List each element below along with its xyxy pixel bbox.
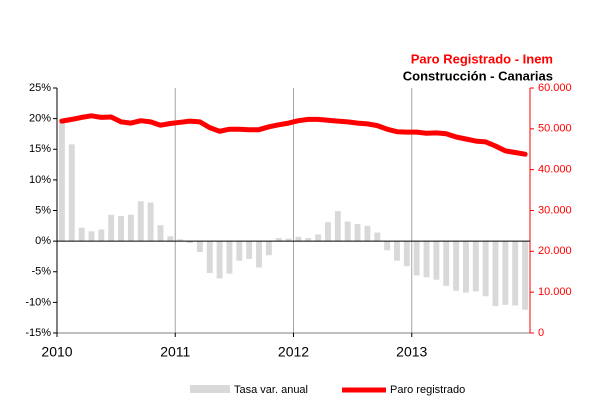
y2-tick-label: 50.000 bbox=[538, 123, 572, 135]
bar bbox=[305, 238, 312, 242]
bar bbox=[334, 211, 341, 242]
legend-label: Paro registrado bbox=[390, 384, 465, 396]
bar bbox=[472, 241, 479, 292]
bar bbox=[108, 214, 115, 242]
y2-tick-label: 40.000 bbox=[538, 164, 572, 176]
y2-tick-label: 60.000 bbox=[538, 82, 572, 94]
y-tick-label: -5% bbox=[31, 266, 51, 278]
bar bbox=[502, 241, 509, 305]
bar bbox=[344, 221, 351, 242]
bar bbox=[187, 241, 193, 243]
bar bbox=[216, 241, 223, 279]
y-tick-label: 20% bbox=[29, 113, 51, 125]
chart-subtitle: Construcción - Canarias bbox=[403, 68, 553, 83]
bar bbox=[315, 234, 322, 242]
bar bbox=[512, 241, 519, 306]
bar bbox=[206, 241, 213, 273]
bar bbox=[256, 241, 262, 268]
bar bbox=[374, 232, 381, 242]
y-tick-label: 5% bbox=[35, 204, 51, 216]
bar bbox=[482, 241, 489, 297]
y-tick-label: 25% bbox=[29, 82, 51, 94]
bar bbox=[157, 225, 164, 242]
bar bbox=[453, 241, 460, 291]
bar bbox=[492, 241, 499, 307]
bar bbox=[462, 241, 469, 293]
bar bbox=[394, 241, 400, 261]
bar bbox=[354, 223, 361, 242]
y2-tick-label: 0 bbox=[538, 327, 544, 339]
y2-tick-label: 10.000 bbox=[538, 286, 572, 298]
bar bbox=[147, 202, 154, 242]
y-tick-label: 0% bbox=[35, 235, 51, 247]
bar bbox=[423, 241, 430, 278]
bar bbox=[443, 241, 450, 286]
bar bbox=[68, 144, 75, 242]
y-tick-label: -10% bbox=[25, 296, 51, 308]
bar bbox=[384, 241, 391, 251]
legend-swatch bbox=[190, 385, 230, 393]
bar bbox=[275, 238, 282, 242]
bar bbox=[226, 241, 233, 274]
y2-tick-label: 30.000 bbox=[538, 204, 572, 216]
bar bbox=[196, 241, 203, 253]
chart-title: Paro Registrado - Inem bbox=[411, 51, 553, 66]
line bbox=[59, 113, 528, 157]
bar bbox=[58, 118, 65, 242]
bar bbox=[236, 241, 243, 261]
bar bbox=[98, 229, 105, 242]
x-tick-label: 2011 bbox=[160, 344, 190, 360]
bar bbox=[325, 222, 331, 242]
x-tick-label: 2013 bbox=[396, 344, 427, 360]
bar bbox=[413, 241, 420, 276]
y-tick-label: -15% bbox=[25, 327, 51, 339]
legend-label: Tasa var. anual bbox=[234, 384, 308, 396]
bar bbox=[137, 201, 144, 242]
bar bbox=[295, 236, 302, 242]
bar bbox=[88, 231, 95, 242]
x-tick-label: 2012 bbox=[278, 344, 309, 360]
bar bbox=[78, 227, 85, 242]
x-tick-label: 2010 bbox=[41, 344, 72, 360]
bar bbox=[364, 225, 371, 242]
bar bbox=[246, 241, 253, 259]
bar bbox=[285, 238, 292, 242]
bar bbox=[167, 236, 174, 242]
y2-tick-label: 20.000 bbox=[538, 245, 572, 257]
bar bbox=[265, 241, 272, 256]
y-tick-label: 15% bbox=[29, 143, 51, 155]
bar bbox=[433, 241, 440, 280]
bar bbox=[522, 241, 529, 310]
bar bbox=[127, 214, 134, 242]
y-tick-label: 10% bbox=[29, 174, 51, 186]
bar bbox=[118, 216, 125, 242]
bar bbox=[403, 241, 410, 267]
bar bbox=[177, 239, 184, 242]
